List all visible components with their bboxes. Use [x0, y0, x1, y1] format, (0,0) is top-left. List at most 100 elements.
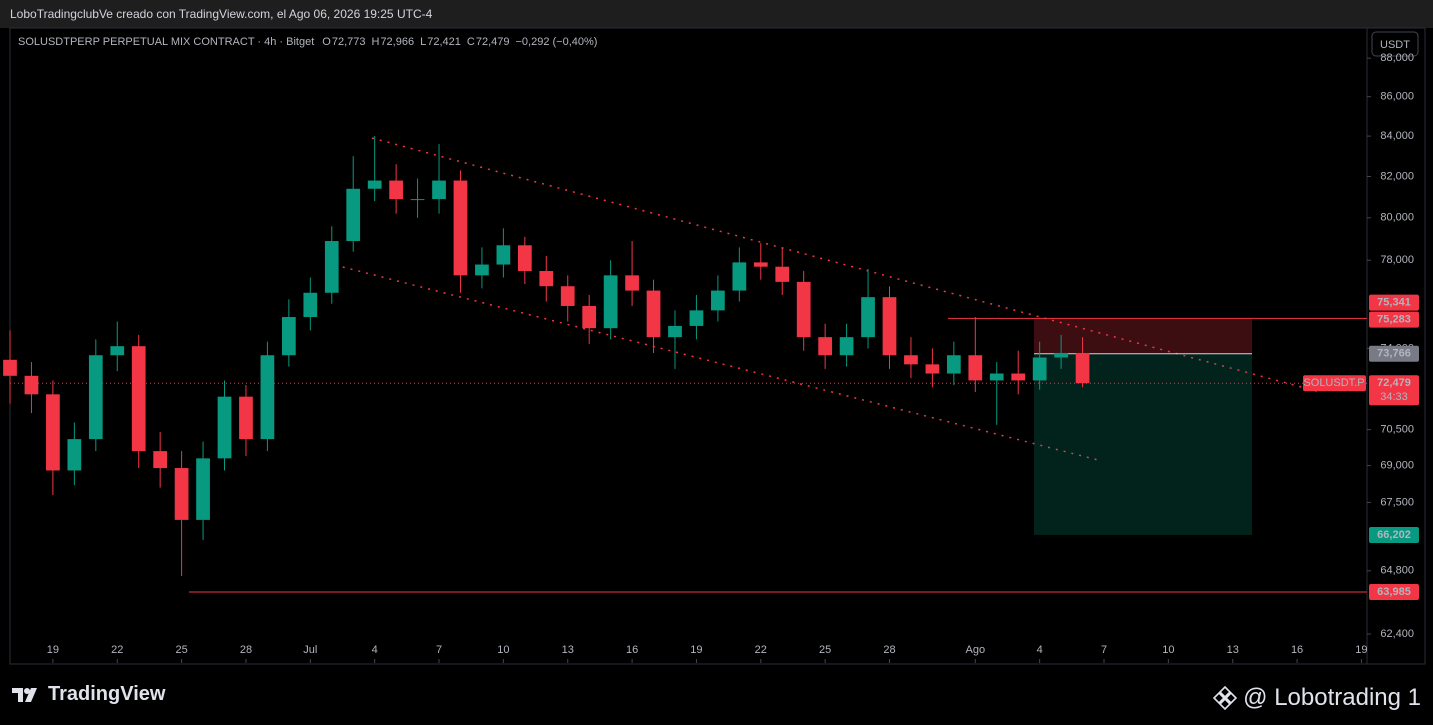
candle-body — [1032, 357, 1047, 381]
candle-body — [818, 337, 833, 356]
candle-body — [432, 180, 446, 200]
candle-body — [689, 310, 704, 326]
candle-body — [453, 180, 468, 276]
price-tag-label: 73,766 — [1377, 348, 1411, 360]
candle-body — [1054, 352, 1068, 358]
candle-body — [946, 355, 961, 374]
x-tick-label: 28 — [240, 644, 252, 656]
candle-body — [410, 199, 425, 201]
x-tick-label: 10 — [1162, 644, 1174, 656]
watermark-logo — [1213, 686, 1238, 710]
x-tick-label: 25 — [819, 644, 831, 656]
x-tick-label: Jul — [303, 644, 317, 656]
price-tag-label: 66,202 — [1377, 529, 1411, 541]
x-tick-label: 13 — [562, 644, 574, 656]
chart: SOLUSDTPERP PERPETUAL MIX CONTRACT · 4h … — [3, 27, 1426, 665]
x-tick-label: 16 — [1291, 644, 1303, 656]
x-tick-label: 19 — [47, 644, 59, 656]
candle-body — [882, 297, 897, 356]
candle-body — [753, 262, 768, 267]
candle-body — [904, 355, 918, 365]
candle-body — [24, 375, 39, 395]
y-tick-label: 69,000 — [1380, 460, 1414, 472]
candle-body — [1011, 373, 1026, 381]
y-tick-label: 84,000 — [1380, 130, 1414, 142]
channel-upper — [371, 137, 1321, 393]
x-tick-label: 22 — [755, 644, 767, 656]
candle-body — [668, 325, 682, 338]
legend-value: 72,773 — [332, 36, 366, 48]
position-zone — [1034, 353, 1252, 535]
header: LoboTradingclubVe creado con TradingView… — [0, 0, 1433, 28]
candle-body — [110, 346, 125, 356]
candle-body — [3, 359, 17, 376]
candle-body — [582, 305, 597, 329]
candle-body — [174, 468, 189, 520]
x-tick-label: 28 — [883, 644, 895, 656]
last-price-tag — [1369, 375, 1419, 406]
candle-body — [925, 364, 940, 374]
y-tick-label: 78,000 — [1380, 254, 1414, 266]
currency-label[interactable]: USDT — [1380, 39, 1410, 51]
price-tag — [1369, 311, 1419, 328]
x-tick-label: 4 — [372, 644, 378, 656]
candle-body — [989, 373, 1004, 381]
legend-value: 72,966 — [380, 36, 414, 48]
candle-body — [603, 275, 618, 329]
price-tag — [1369, 345, 1419, 362]
currency-button[interactable] — [1371, 31, 1419, 57]
y-tick-label: 86,000 — [1380, 91, 1414, 103]
y-tick-label: 62,400 — [1380, 628, 1414, 640]
legend-key: L — [420, 36, 426, 48]
candle-body — [560, 286, 575, 306]
price-tag — [1369, 584, 1419, 601]
y-tick-label: 82,000 — [1380, 170, 1414, 182]
candle-body — [539, 271, 554, 287]
candle-body — [517, 245, 532, 272]
candle-body — [861, 297, 875, 338]
candle-body — [775, 266, 790, 282]
y-tick-label: 67,500 — [1380, 496, 1414, 508]
legend-value: 72,479 — [476, 36, 510, 48]
ohlc-legend: O 72,773 H 72,966 L 72,421 C 72,479 −0,292 (−0,4… — [322, 36, 597, 48]
symbol-tag — [1303, 375, 1366, 392]
price-tag-label: 75,283 — [1377, 314, 1411, 326]
candle-body — [196, 458, 210, 520]
watermark-text: @ Lobotrading 1 — [1243, 684, 1421, 711]
position-zone — [1034, 318, 1252, 354]
candle-body — [239, 396, 253, 440]
candle-body — [153, 451, 168, 469]
y-tick-label: 80,000 — [1380, 212, 1414, 224]
candle-body — [625, 275, 639, 291]
legend-key: C — [467, 36, 475, 48]
x-tick-label: 16 — [626, 644, 638, 656]
candle-body — [839, 337, 854, 356]
x-tick-label: 4 — [1037, 644, 1043, 656]
candle-body — [732, 262, 747, 291]
symbol-title: SOLUSDTPERP PERPETUAL MIX CONTRACT · 4h … — [18, 36, 314, 48]
x-tick-label: 19 — [690, 644, 702, 656]
candle-body — [475, 264, 489, 276]
brand: TradingView — [12, 683, 165, 706]
price-tag — [1369, 294, 1419, 311]
countdown: 34:33 — [1380, 391, 1408, 403]
price-tag-label: 63,985 — [1377, 586, 1411, 598]
legend-value: 72,421 — [427, 36, 461, 48]
x-tick-label: 25 — [175, 644, 187, 656]
candle-body — [711, 290, 725, 311]
candle-body — [303, 292, 318, 318]
candle-body — [496, 245, 511, 265]
watermark: @ Lobotrading 1 — [1213, 684, 1421, 712]
x-tick-label: 10 — [497, 644, 509, 656]
x-tick-label: 22 — [111, 644, 123, 656]
x-tick-label: 19 — [1355, 644, 1367, 656]
legend-key: H — [371, 36, 379, 48]
candle-body — [131, 346, 146, 452]
symbol-tag-label: SOLUSDT.P — [1303, 377, 1364, 389]
candle-body — [389, 180, 403, 200]
candle-body — [796, 281, 811, 338]
x-tick-label: 7 — [436, 644, 442, 656]
y-tick-label: 88,000 — [1380, 52, 1414, 64]
chart-frame — [9, 27, 1426, 665]
